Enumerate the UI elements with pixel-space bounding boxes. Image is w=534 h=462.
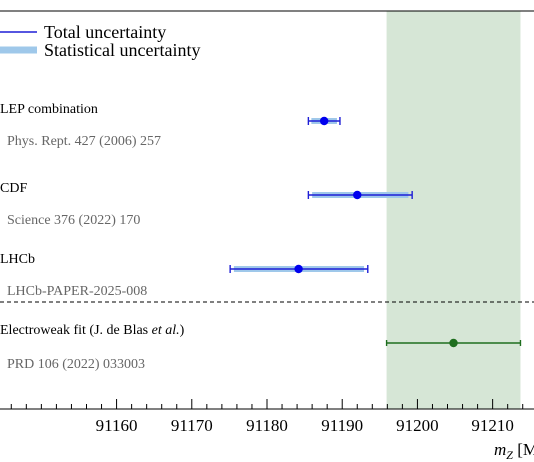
measurement-row: CDF Science 376 (2022) 170 <box>0 181 413 228</box>
measurement-point <box>353 190 362 200</box>
measurement-name: CDF <box>0 181 27 196</box>
measurement-point <box>294 264 303 274</box>
measurement-name: LEP combination <box>0 102 98 117</box>
prediction-band <box>386 11 521 409</box>
x-tick-label: 91190 <box>321 416 363 435</box>
legend-total-label: Total uncertainty <box>44 22 166 42</box>
measurement-name: LHCb <box>0 252 35 267</box>
measurement-reference: Phys. Rept. 427 (2006) 257 <box>7 134 161 149</box>
x-tick-label: 91160 <box>96 416 138 435</box>
fit-point <box>449 338 458 348</box>
x-axis-label: mZ [MeV] <box>494 440 534 462</box>
legend-stat-label: Statistical uncertainty <box>44 40 200 60</box>
x-tick-label: 91200 <box>396 416 439 435</box>
fit-name: Electroweak fit (J. de Blas et al.) <box>0 323 185 338</box>
measurements: LEP combination Phys. Rept. 427 (2006) 25… <box>0 102 522 372</box>
measurement-point <box>319 116 329 126</box>
x-tick-label: 91210 <box>471 416 514 435</box>
measurement-row: LHCb LHCb-PAPER-2025-008 <box>0 252 369 299</box>
x-tick-label: 91170 <box>171 416 213 435</box>
x-axis: 91160 91170 91180 91190 91200 91210 mZ [MeV] <box>10 399 534 462</box>
band-layer <box>386 11 521 409</box>
measurement-reference: Science 376 (2022) 170 <box>7 213 140 228</box>
x-tick-label: 91180 <box>246 416 288 435</box>
legend-stat-swatch <box>0 46 37 54</box>
fit-reference: PRD 106 (2022) 033003 <box>7 357 145 372</box>
measurement-row: LEP combination Phys. Rept. 427 (2006) 25… <box>0 102 341 149</box>
measurement-reference: LHCb-PAPER-2025-008 <box>7 284 147 299</box>
fit-row: Electroweak fit (J. de Blas et al.) PRD 1… <box>0 323 522 372</box>
